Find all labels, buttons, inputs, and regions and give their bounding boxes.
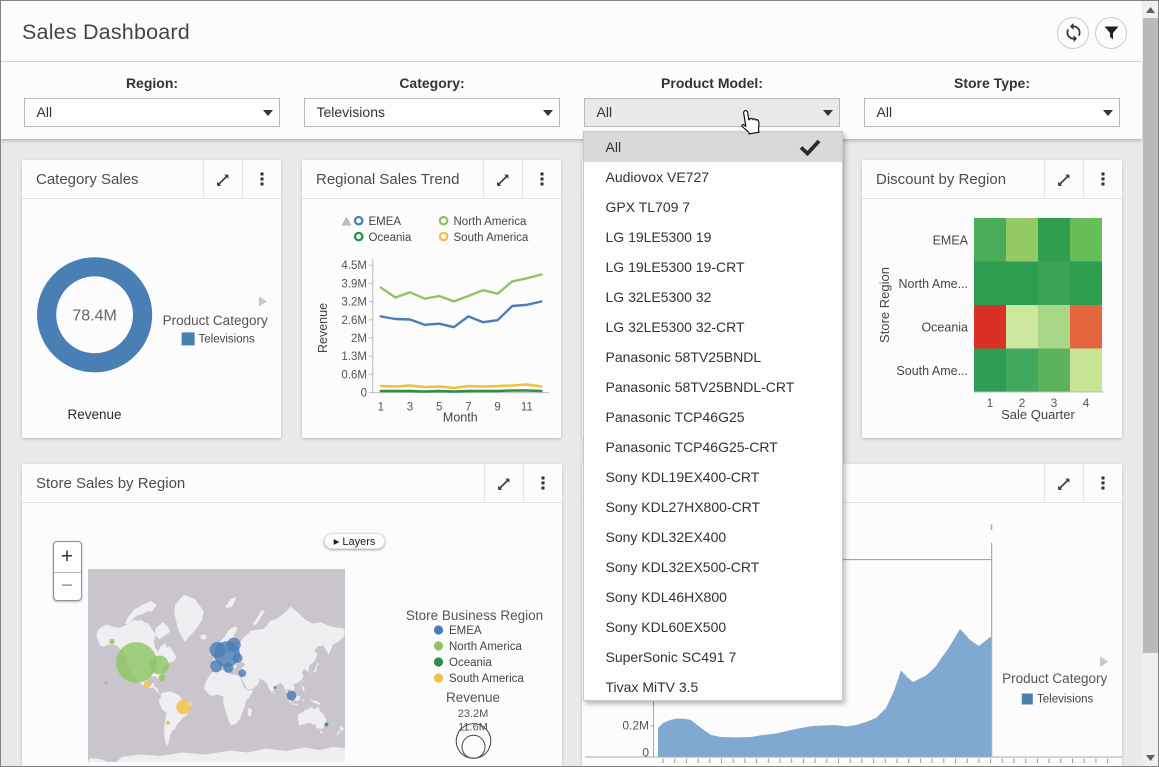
- svg-text:0: 0: [642, 746, 649, 760]
- svg-text:1: 1: [987, 396, 994, 410]
- svg-text:EMEA: EMEA: [449, 625, 482, 637]
- svg-text:11: 11: [521, 402, 533, 414]
- svg-text:3.9M: 3.9M: [341, 278, 367, 290]
- svg-text:EMEA: EMEA: [369, 216, 402, 228]
- svg-text:Televisions: Televisions: [1037, 694, 1093, 706]
- svg-text:23.2M: 23.2M: [458, 708, 489, 720]
- svg-text:Oceania: Oceania: [369, 232, 412, 244]
- svg-text:Oceania: Oceania: [449, 657, 492, 669]
- svg-text:0.6M: 0.6M: [341, 369, 367, 381]
- svg-text:Televisions: Televisions: [199, 334, 255, 346]
- svg-text:11.6M: 11.6M: [458, 722, 488, 734]
- svg-text:4: 4: [1083, 396, 1090, 410]
- svg-text:4.5M: 4.5M: [341, 260, 367, 272]
- svg-text:5: 5: [436, 402, 442, 414]
- svg-text:0: 0: [361, 388, 367, 400]
- svg-text:1: 1: [378, 402, 384, 414]
- svg-text:1.3M: 1.3M: [341, 351, 367, 363]
- svg-text:2.6M: 2.6M: [341, 315, 367, 327]
- svg-text:North America: North America: [449, 641, 522, 653]
- svg-text:78.4M: 78.4M: [72, 307, 116, 324]
- svg-text:Store Region: Store Region: [877, 267, 892, 343]
- svg-text:Sale Quarter: Sale Quarter: [1001, 407, 1075, 422]
- svg-text:7: 7: [465, 402, 471, 414]
- svg-text:0.2M: 0.2M: [622, 719, 649, 733]
- svg-text:Month: Month: [443, 411, 478, 425]
- svg-text:Store Business Region: Store Business Region: [406, 608, 543, 623]
- svg-text:Oceania: Oceania: [921, 320, 968, 334]
- svg-text:North Ame...: North Ame...: [899, 277, 968, 291]
- svg-text:2: 2: [1019, 396, 1026, 410]
- svg-text:Revenue: Revenue: [67, 407, 121, 422]
- svg-text:3: 3: [407, 402, 413, 414]
- svg-text:EMEA: EMEA: [933, 233, 969, 247]
- svg-text:9: 9: [494, 402, 500, 414]
- svg-text:3.2M: 3.2M: [341, 297, 367, 309]
- svg-text:Revenue: Revenue: [446, 690, 500, 705]
- svg-text:North America: North America: [454, 216, 527, 228]
- svg-text:South America: South America: [449, 673, 524, 685]
- svg-text:South America: South America: [454, 232, 529, 244]
- svg-text:3: 3: [1051, 396, 1058, 410]
- svg-text:2M: 2M: [351, 333, 367, 345]
- svg-text:Revenue: Revenue: [316, 303, 330, 353]
- svg-text:Product Category: Product Category: [163, 313, 268, 328]
- svg-text:South Ame...: South Ame...: [896, 364, 968, 378]
- svg-text:Product Category: Product Category: [1002, 671, 1107, 686]
